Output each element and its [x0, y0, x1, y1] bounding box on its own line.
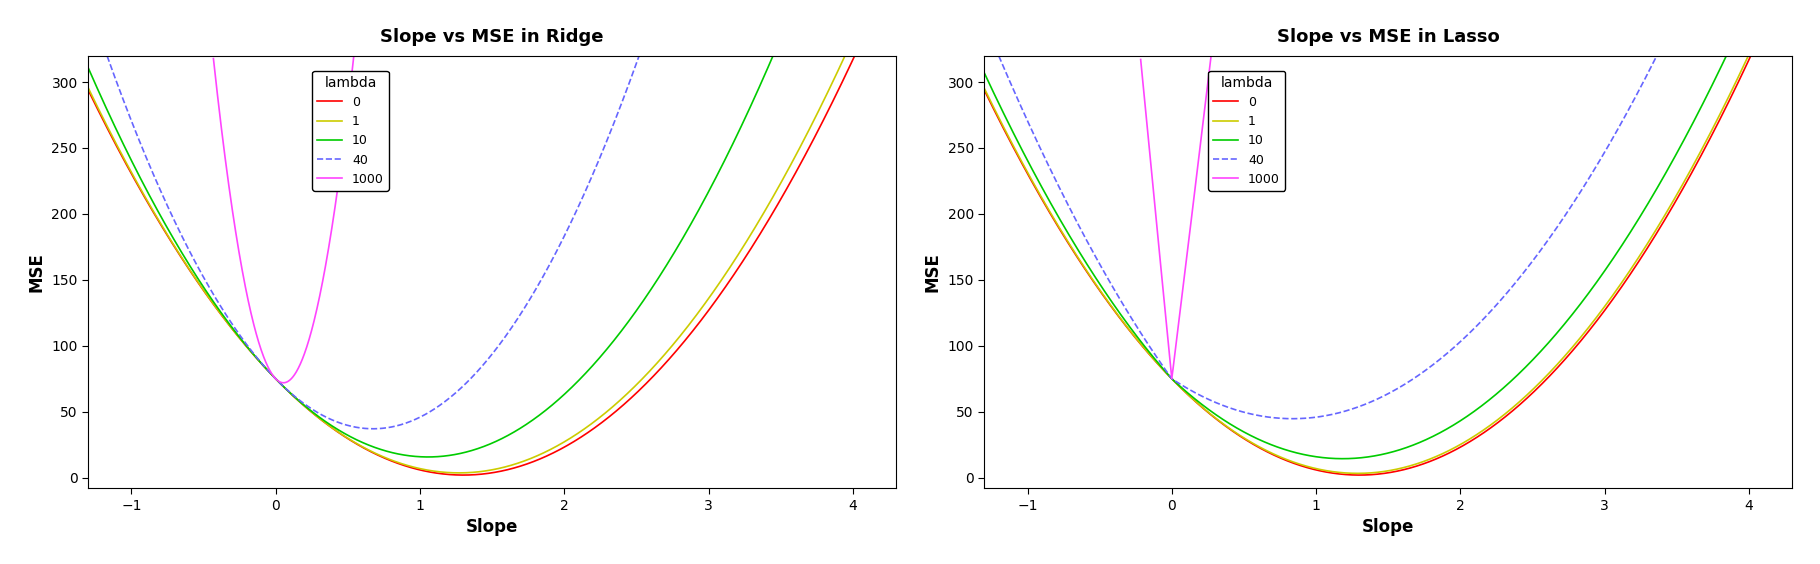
1	[713, 272, 735, 279]
0	[450, 472, 471, 478]
Legend: 0, 1, 10, 40, 1000: 0, 1, 10, 40, 1000	[311, 70, 389, 191]
1	[470, 468, 491, 475]
Line: 10: 10	[985, 56, 1727, 459]
Line: 0: 0	[985, 56, 1751, 475]
0	[713, 285, 735, 292]
40	[450, 386, 471, 393]
1	[1609, 281, 1631, 288]
10	[1014, 153, 1036, 160]
0	[118, 166, 140, 173]
Legend: 0, 1, 10, 40, 1000: 0, 1, 10, 40, 1000	[1208, 70, 1285, 191]
0	[1345, 472, 1367, 478]
40	[118, 112, 140, 119]
10	[1609, 244, 1631, 251]
40	[1609, 121, 1631, 128]
Line: 0: 0	[87, 56, 854, 475]
0	[1609, 285, 1631, 292]
10	[118, 153, 140, 160]
Title: Slope vs MSE in Ridge: Slope vs MSE in Ridge	[380, 28, 604, 46]
Line: 1000: 1000	[1141, 56, 1210, 378]
Line: 40: 40	[999, 56, 1656, 418]
40	[1014, 113, 1036, 120]
0	[76, 86, 98, 93]
1	[1014, 165, 1036, 172]
Line: 1: 1	[985, 56, 1749, 473]
0	[1014, 166, 1036, 173]
X-axis label: Slope: Slope	[1361, 518, 1414, 536]
10	[1367, 452, 1389, 459]
Line: 1000: 1000	[213, 57, 353, 383]
0	[974, 86, 996, 93]
40	[470, 364, 491, 371]
10	[450, 450, 471, 457]
1	[76, 84, 98, 91]
Line: 10: 10	[87, 56, 774, 457]
40	[1367, 396, 1389, 403]
40	[1345, 404, 1367, 411]
0	[470, 471, 491, 478]
X-axis label: Slope: Slope	[466, 518, 519, 536]
Title: Slope vs MSE in Lasso: Slope vs MSE in Lasso	[1278, 28, 1500, 46]
Line: 40: 40	[107, 56, 639, 429]
10	[713, 157, 735, 164]
1	[1367, 469, 1389, 475]
0	[1367, 471, 1389, 478]
Y-axis label: MSE: MSE	[27, 252, 46, 292]
10	[1345, 455, 1367, 461]
10	[470, 444, 491, 451]
Y-axis label: MSE: MSE	[925, 252, 943, 292]
10	[76, 64, 98, 71]
Line: 1: 1	[87, 56, 844, 473]
1	[118, 165, 140, 172]
1	[450, 469, 471, 476]
1	[974, 85, 996, 91]
10	[974, 69, 996, 76]
1	[1345, 470, 1367, 477]
